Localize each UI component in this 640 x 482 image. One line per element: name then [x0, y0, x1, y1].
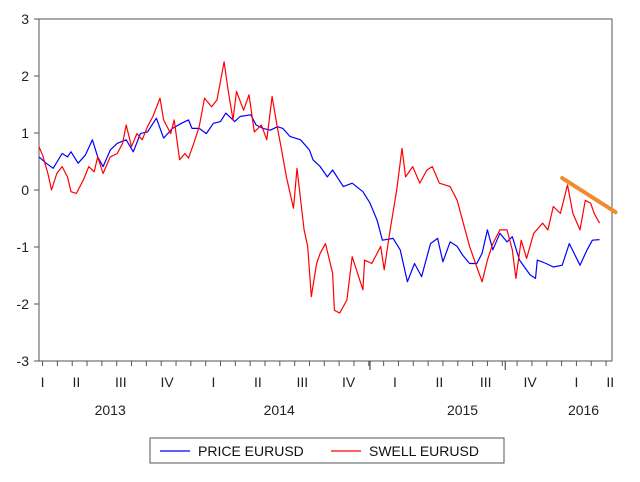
legend-label-price: PRICE EURUSD: [198, 443, 304, 459]
x-quarter-label: I: [211, 374, 215, 390]
y-tick-label: 3: [21, 11, 29, 27]
y-axis: 3 2 1 0 -1 -2 -3: [17, 11, 39, 369]
x-quarter-label: II: [435, 374, 443, 390]
x-quarter-label: IV: [342, 374, 356, 390]
y-tick-label: 0: [21, 182, 29, 198]
x-quarter-label: I: [393, 374, 397, 390]
x-quarter-label: II: [254, 374, 262, 390]
x-quarter-label: III: [480, 374, 492, 390]
annotation-trend-line: [560, 176, 618, 215]
x-quarter-label: IV: [161, 374, 175, 390]
y-tick-label: 1: [21, 125, 29, 141]
y-tick-label: -1: [17, 239, 30, 255]
legend-box: [149, 437, 505, 464]
x-quarter-label: III: [115, 374, 127, 390]
x-quarter-label: I: [41, 374, 45, 390]
series-line-swell-eurusd: [38, 61, 601, 314]
x-quarter-label: II: [72, 374, 80, 390]
y-tick-label: -2: [17, 296, 30, 312]
x-quarter-label: I: [574, 374, 578, 390]
y-tick-label: -3: [17, 353, 30, 369]
x-quarter-label: II: [606, 374, 614, 390]
series-layer: [38, 61, 618, 314]
x-year-label: 2014: [264, 402, 295, 418]
series-line-price-eurusd: [38, 112, 600, 283]
x-year-label: 2013: [95, 402, 126, 418]
y-tick-label: 2: [21, 68, 29, 84]
x-quarter-label: IV: [524, 374, 538, 390]
x-quarter-label: III: [297, 374, 309, 390]
legend-label-swell: SWELL EURUSD: [369, 443, 479, 459]
legend: PRICE EURUSD SWELL EURUSD: [149, 437, 505, 464]
plot-area: [38, 18, 613, 362]
x-year-label: 2016: [568, 402, 599, 418]
x-year-label: 2015: [447, 402, 478, 418]
